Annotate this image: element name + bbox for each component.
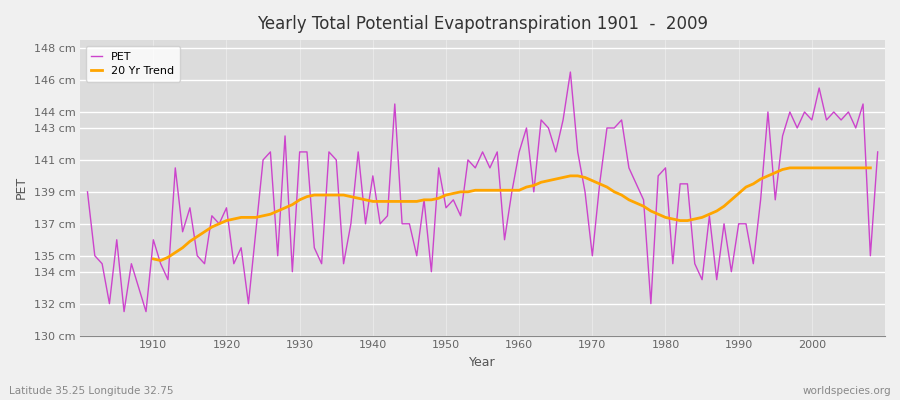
Title: Yearly Total Potential Evapotranspiration 1901  -  2009: Yearly Total Potential Evapotranspiratio…	[257, 15, 708, 33]
X-axis label: Year: Year	[469, 356, 496, 369]
PET	[565, 70, 576, 74]
PET	[309, 245, 320, 250]
Legend: PET, 20 Yr Trend: PET, 20 Yr Trend	[86, 46, 180, 82]
PET	[82, 190, 93, 194]
20 Yr Trend	[323, 193, 334, 198]
PET	[521, 126, 532, 130]
PET	[119, 309, 130, 314]
PET	[353, 150, 364, 154]
20 Yr Trend	[536, 180, 546, 185]
PET	[148, 237, 158, 242]
20 Yr Trend	[148, 256, 158, 261]
Line: 20 Yr Trend: 20 Yr Trend	[153, 168, 870, 260]
PET	[616, 118, 627, 122]
Text: worldspecies.org: worldspecies.org	[803, 386, 891, 396]
20 Yr Trend	[346, 194, 356, 199]
20 Yr Trend	[374, 199, 385, 204]
PET	[872, 150, 883, 154]
20 Yr Trend	[155, 258, 166, 263]
Text: Latitude 35.25 Longitude 32.75: Latitude 35.25 Longitude 32.75	[9, 386, 174, 396]
Y-axis label: PET: PET	[15, 176, 28, 200]
Line: PET: PET	[87, 72, 878, 312]
20 Yr Trend	[514, 188, 525, 193]
20 Yr Trend	[865, 166, 876, 170]
PET	[514, 150, 525, 154]
20 Yr Trend	[718, 204, 729, 209]
20 Yr Trend	[785, 166, 796, 170]
